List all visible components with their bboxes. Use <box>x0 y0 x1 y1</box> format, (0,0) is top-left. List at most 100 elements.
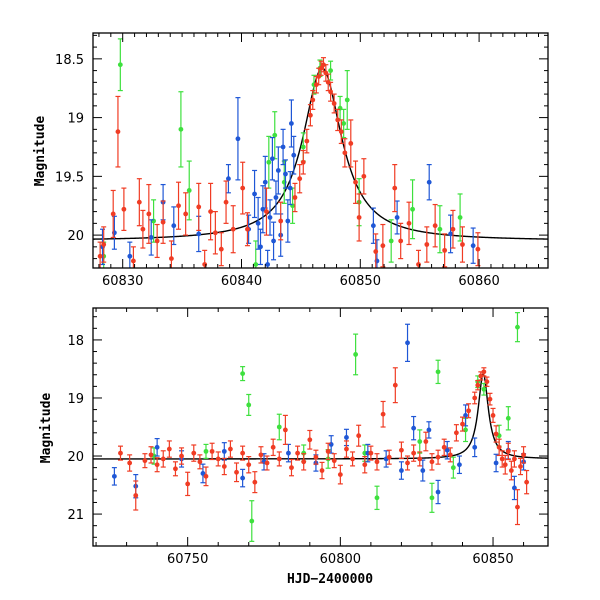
data-point-red <box>356 193 362 242</box>
x-tick-label: 60830 <box>102 274 143 289</box>
x-tick-label: 60860 <box>458 274 499 289</box>
data-point-red <box>301 453 307 471</box>
data-point-blue <box>269 136 275 181</box>
data-point-red <box>335 108 341 132</box>
data-point-red <box>392 164 398 213</box>
data-point-green <box>272 111 278 160</box>
data-point-red <box>361 158 367 195</box>
data-point-blue <box>426 421 432 439</box>
data-point-red <box>432 203 438 248</box>
data-point-blue <box>435 479 441 505</box>
data-point-red <box>304 128 310 154</box>
data-point-blue <box>288 99 294 148</box>
data-point-red <box>121 187 127 231</box>
data-point-blue <box>444 440 450 460</box>
data-point-green <box>410 179 416 240</box>
data-point-red <box>350 451 356 467</box>
data-point-blue <box>287 171 293 206</box>
data-point-red <box>202 249 208 268</box>
data-point-red <box>459 416 465 432</box>
data-point-red <box>154 223 160 259</box>
bottom-y-axis-label: Magnitude <box>39 393 54 464</box>
data-point-red <box>191 444 197 462</box>
data-point-blue <box>240 468 246 488</box>
data-point-red <box>160 450 166 468</box>
data-point-red <box>518 457 524 476</box>
data-point-red <box>215 451 221 467</box>
x-tick-label: 60840 <box>221 274 262 289</box>
data-point-red <box>353 160 359 204</box>
data-point-blue <box>225 164 231 194</box>
data-point-red <box>356 424 362 447</box>
data-point-red <box>307 429 313 450</box>
data-point-red <box>368 445 374 461</box>
data-point-red <box>244 212 250 247</box>
data-point-blue <box>470 227 476 264</box>
data-point-red <box>392 367 398 404</box>
data-point-red <box>435 449 441 465</box>
data-point-red <box>176 181 182 230</box>
data-point-red <box>212 211 218 255</box>
data-point-red <box>386 449 392 465</box>
data-point-red <box>263 187 269 236</box>
data-point-red <box>478 371 484 381</box>
data-point-red <box>508 460 514 481</box>
data-point-blue <box>265 249 271 268</box>
x-tick-label: 60850 <box>472 552 513 567</box>
data-point-red <box>429 453 435 471</box>
data-point-red <box>342 138 348 168</box>
data-point-red <box>133 480 139 511</box>
data-point-blue <box>398 461 404 480</box>
data-point-red <box>373 233 379 268</box>
data-point-blue <box>370 207 376 244</box>
data-point-green <box>249 500 255 542</box>
data-point-green <box>344 69 350 130</box>
data-point-red <box>300 149 306 175</box>
y-tick-label: 18.5 <box>55 53 84 68</box>
data-point-blue <box>275 146 281 195</box>
full-light-curve-panel: Magnitude HJD−2400000 60750 60800 60850 18 1… <box>39 307 549 587</box>
top-y-axis-label: Magnitude <box>33 116 48 187</box>
data-point-blue <box>262 155 268 209</box>
data-point-red <box>246 456 252 474</box>
data-point-red <box>297 164 303 194</box>
data-point-red <box>110 189 116 239</box>
data-point-red <box>487 392 493 406</box>
data-point-blue <box>111 467 117 486</box>
zoomed-light-curve-panel: Magnitude 60830 60840 60850 60860 18.5 19 19.5… <box>33 32 549 289</box>
y-tick-label: 18 <box>67 334 84 349</box>
data-point-red <box>168 240 174 268</box>
data-point-green <box>429 482 435 513</box>
data-point-red <box>481 367 487 377</box>
data-point-red <box>331 93 337 114</box>
data-point-red <box>209 442 215 461</box>
y-tick-label: 20 <box>67 229 84 244</box>
x-tick-label: 60800 <box>320 552 361 567</box>
data-point-red <box>115 95 121 168</box>
data-point-red <box>270 438 276 457</box>
data-point-red <box>117 445 123 461</box>
data-point-red <box>218 232 224 267</box>
data-point-red <box>101 226 107 263</box>
data-point-red <box>524 469 530 495</box>
data-point-blue <box>291 135 297 175</box>
data-point-red <box>240 445 246 461</box>
data-point-red <box>221 457 227 476</box>
data-point-blue <box>273 180 279 215</box>
plot-frame <box>92 307 549 547</box>
data-point-green <box>505 406 511 431</box>
data-point-red <box>196 182 202 231</box>
data-point-green <box>417 429 423 454</box>
data-point-blue <box>285 199 291 243</box>
data-point-blue <box>255 196 261 250</box>
data-point-blue <box>394 200 400 235</box>
data-point-red <box>208 182 214 241</box>
data-point-blue <box>171 206 177 246</box>
data-point-red <box>496 438 502 457</box>
data-point-green <box>437 205 443 254</box>
y-tick-label: 19 <box>67 392 84 407</box>
data-point-green <box>457 193 463 242</box>
data-point-blue <box>221 442 227 461</box>
data-point-red <box>493 425 499 443</box>
data-point-blue <box>267 199 273 236</box>
